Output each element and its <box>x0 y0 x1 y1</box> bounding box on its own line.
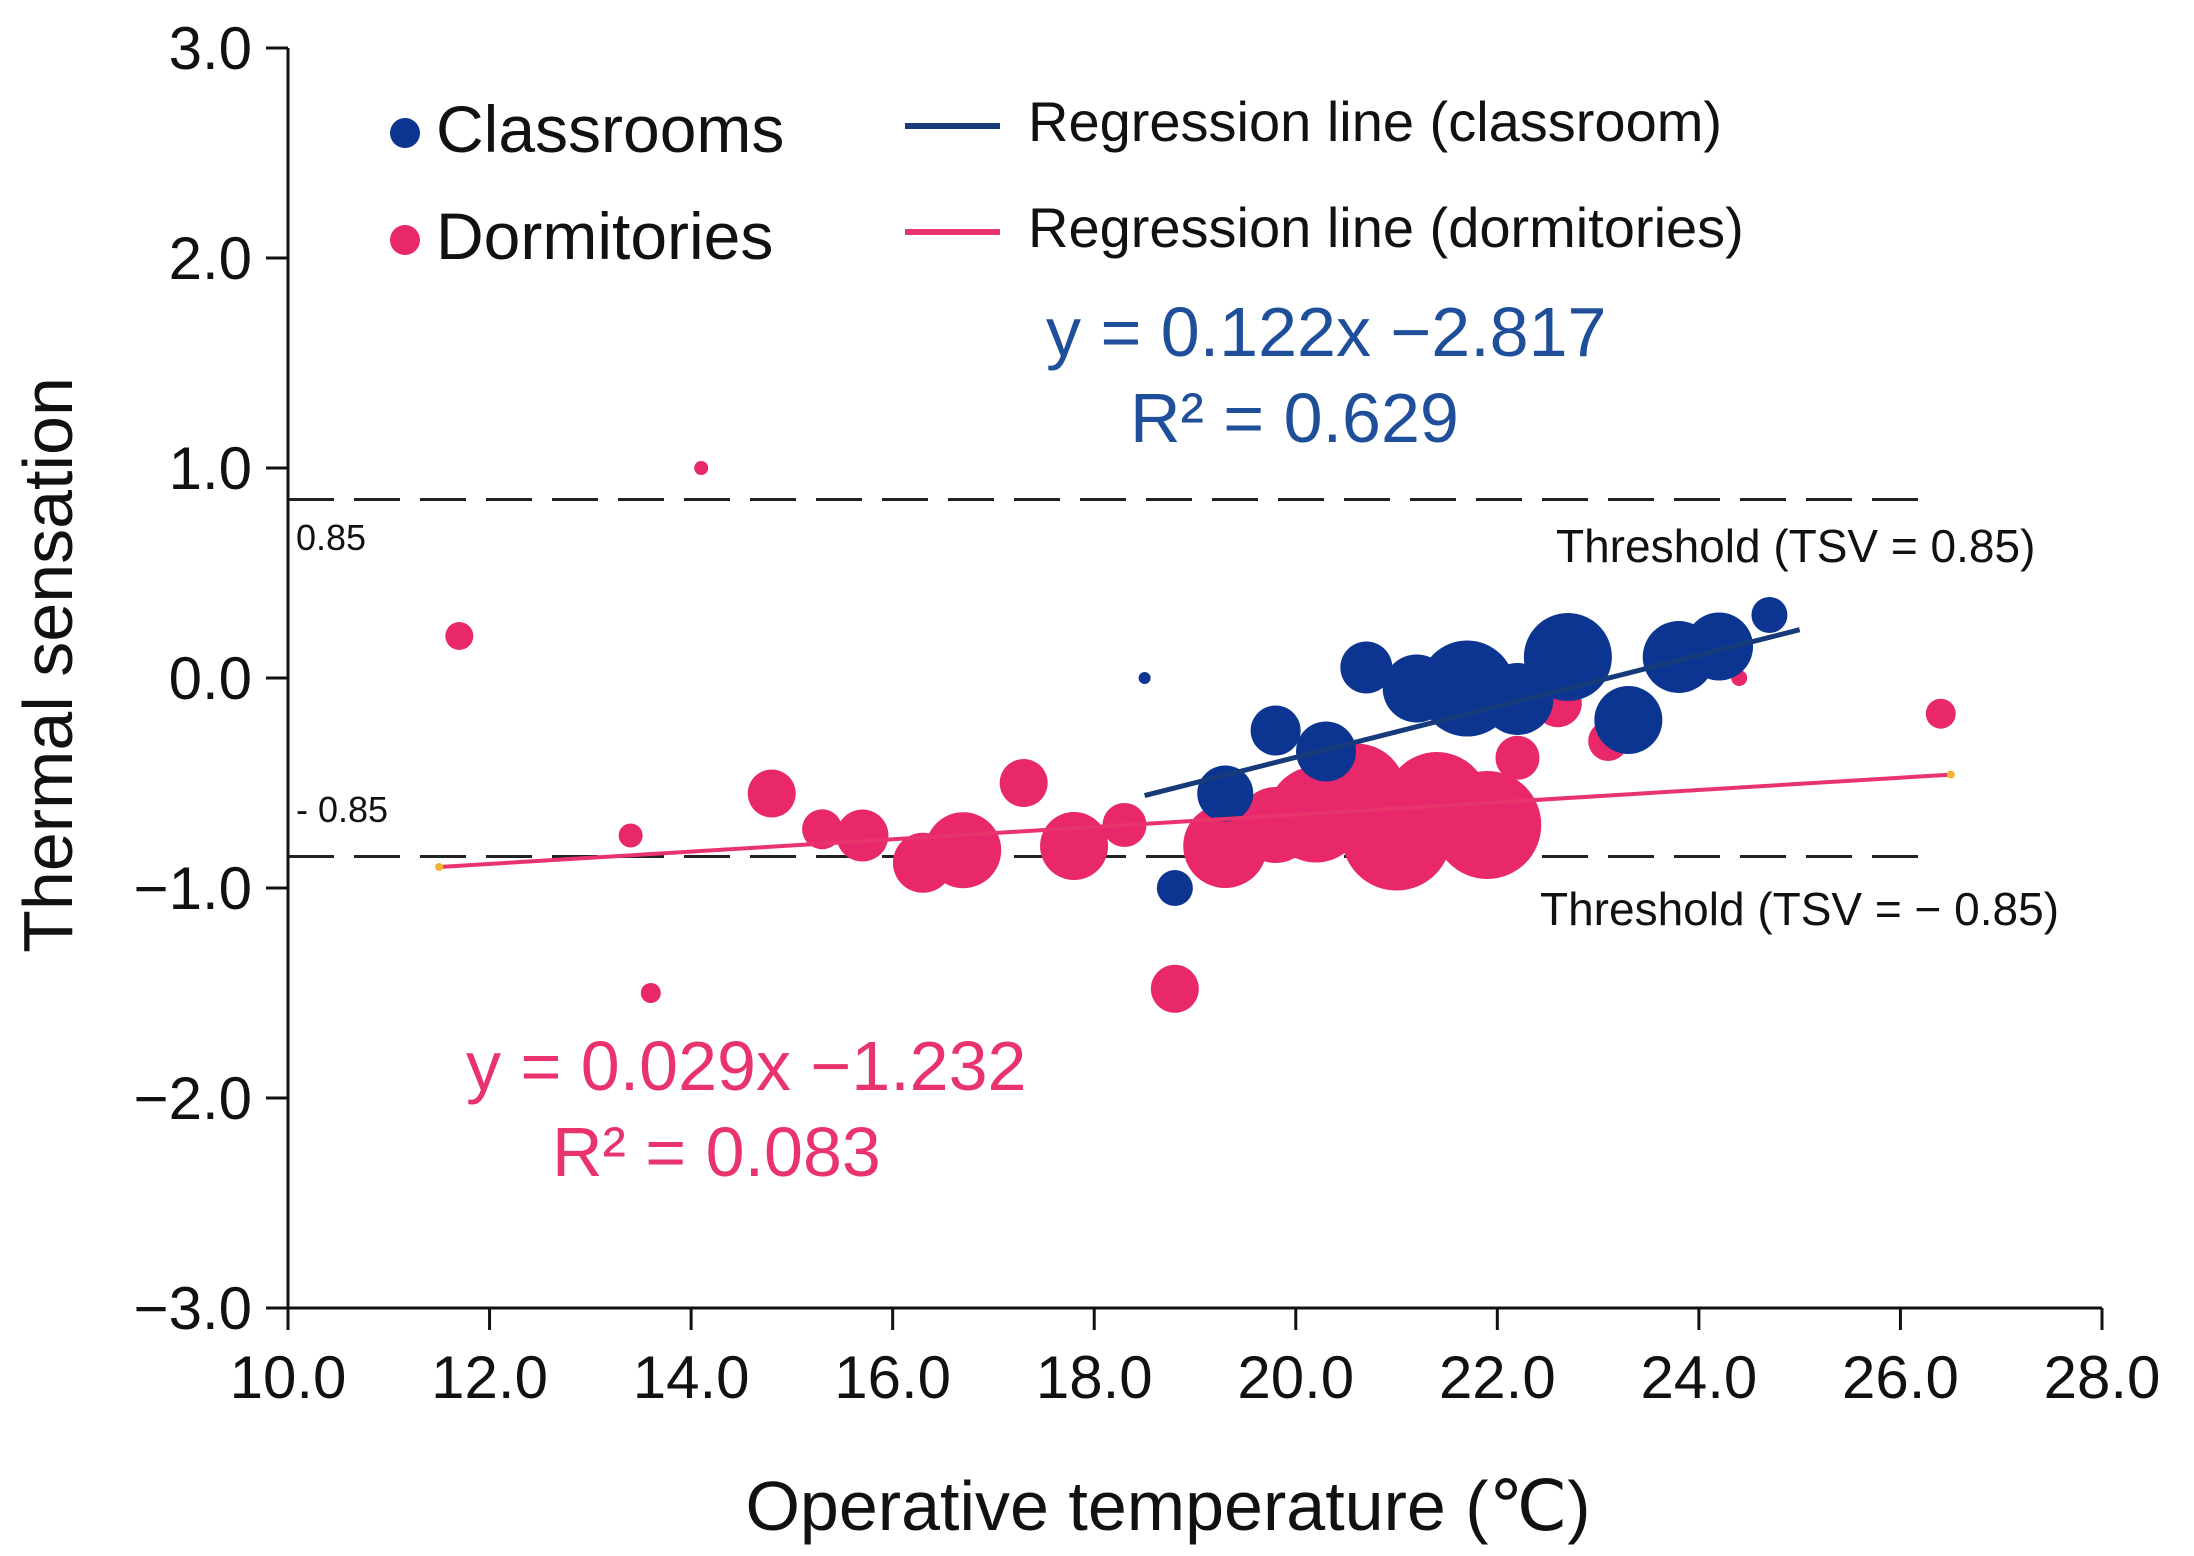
dormitories-point-2 <box>640 983 661 1003</box>
threshold-lower-value: - 0.85 <box>296 789 388 830</box>
classrooms-point-9 <box>1523 613 1612 701</box>
legend: Classrooms Dormitories Regression line (… <box>390 90 1744 273</box>
dormitories-point-3 <box>694 461 709 475</box>
x-tick-label: 28.0 <box>2044 1344 2161 1411</box>
y-tick-label: −1.0 <box>134 855 252 922</box>
threshold-upper-value: 0.85 <box>296 517 366 558</box>
dormitories-equation: y = 0.029x −1.232 <box>466 1027 1026 1105</box>
classroom-r2: R² = 0.629 <box>1130 379 1459 457</box>
threshold-upper-label: Threshold (TSV = 0.85) <box>1556 520 2035 572</box>
y-tick-label: 1.0 <box>169 435 252 502</box>
x-tick-label: 24.0 <box>1640 1344 1757 1411</box>
x-tick-label: 18.0 <box>1036 1344 1153 1411</box>
dormitories-point-12 <box>1150 964 1199 1013</box>
dormitories-r2: R² = 0.083 <box>552 1113 881 1191</box>
y-axis-title: Thermal sensation <box>9 377 87 953</box>
x-tick-label: 26.0 <box>1842 1344 1959 1411</box>
dormitories-point-24 <box>1925 698 1956 729</box>
legend-reg-dormitories-label: Regression line (dormitories) <box>1028 196 1744 259</box>
x-axis-title: Operative temperature (℃) <box>745 1467 1590 1545</box>
dormitories-point-19 <box>1433 771 1542 879</box>
dormitories-point-0 <box>445 622 474 650</box>
legend-reg-classroom-label: Regression line (classroom) <box>1028 90 1722 153</box>
y-tick-label: −2.0 <box>134 1065 252 1132</box>
regression-line-dormitories <box>439 772 1951 869</box>
dormitories-point-4 <box>747 769 796 818</box>
threshold-lower-label: Threshold (TSV = − 0.85) <box>1540 883 2059 935</box>
regression-dormitories-end <box>1946 770 1955 779</box>
legend-classrooms-label: Classrooms <box>436 92 784 166</box>
x-tick-label: 12.0 <box>431 1344 548 1411</box>
dormitories-point-20 <box>1495 735 1540 780</box>
dormitories-point-1 <box>618 823 643 848</box>
classrooms-point-0 <box>1138 672 1151 684</box>
dormitories-point-8 <box>925 812 1002 889</box>
y-tick-label: −3.0 <box>134 1275 252 1342</box>
x-tick-label: 20.0 <box>1237 1344 1354 1411</box>
dormitories-point-5 <box>802 809 843 850</box>
classrooms-point-13 <box>1751 597 1788 633</box>
classrooms-point-3 <box>1250 705 1301 756</box>
x-tick-label: 16.0 <box>834 1344 951 1411</box>
classrooms-point-12 <box>1685 612 1754 681</box>
dormitories-point-6 <box>836 809 889 862</box>
legend-dormitories-marker <box>390 225 420 255</box>
x-tick-label: 22.0 <box>1439 1344 1556 1411</box>
x-tick-label: 14.0 <box>633 1344 750 1411</box>
y-tick-label: 3.0 <box>169 15 252 82</box>
regression-line-classroom <box>1143 627 1801 799</box>
legend-classrooms-marker <box>390 118 420 148</box>
classroom-equation: y = 0.122x −2.817 <box>1046 293 1606 371</box>
dormitories-point-9 <box>999 759 1048 807</box>
legend-dormitories-label: Dormitories <box>436 199 773 273</box>
classrooms-point-10 <box>1594 686 1663 754</box>
x-tick-label: 10.0 <box>230 1344 347 1411</box>
classrooms-point-1 <box>1156 870 1193 906</box>
classrooms-point-5 <box>1340 641 1393 694</box>
dormitories-point-10 <box>1040 812 1109 880</box>
y-tick-label: 0.0 <box>169 645 252 712</box>
regression-dormitories-start <box>435 863 444 871</box>
y-tick-label: 2.0 <box>169 225 252 292</box>
